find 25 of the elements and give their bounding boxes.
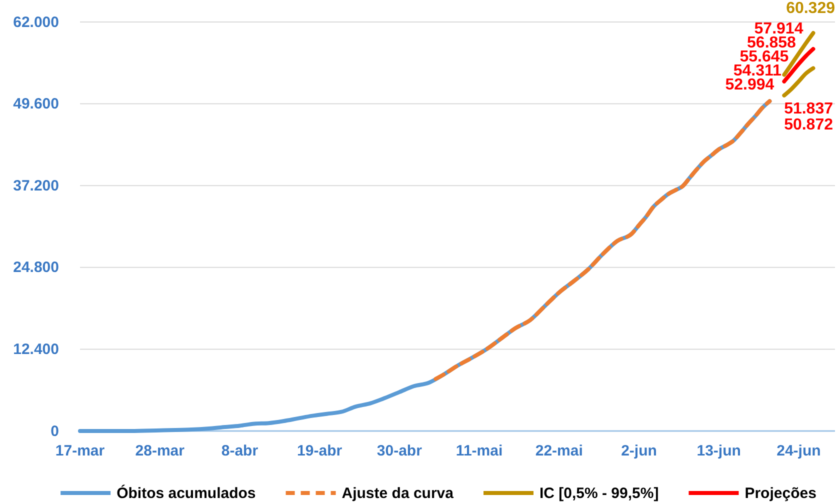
line-series (782, 66, 816, 98)
x-tick-label: 13-jun (696, 442, 741, 460)
legend-label: Ajuste da curva (342, 485, 454, 502)
x-tick-label: 11-mai (456, 442, 503, 460)
legend-label: IC [0,5% - 99,5%] (539, 485, 659, 502)
legend-label: Óbitos acumulados (116, 484, 256, 502)
data-label: 60.329 (786, 0, 836, 18)
y-tick-label: 62.000 (13, 14, 59, 31)
line-series (434, 99, 772, 381)
x-tick-label: 24-jun (776, 442, 821, 460)
y-tick-label: 0 (50, 422, 59, 440)
legend-label: Projeções (744, 485, 816, 502)
data-label: 50.872 (784, 116, 834, 134)
x-tick-label: 17-mar (55, 442, 105, 460)
x-tick-label: 2-jun (621, 442, 657, 460)
x-tick-label: 28-mar (135, 442, 185, 460)
y-tick-label: 24.800 (13, 259, 59, 276)
y-tick-label: 12.400 (13, 341, 59, 358)
x-tick-label: 8-abr (221, 442, 258, 460)
data-label: 51.837 (784, 100, 834, 118)
x-tick-label: 22-mai (535, 442, 583, 460)
y-tick-label: 49.600 (13, 96, 59, 113)
x-tick-label: 19-abr (297, 442, 342, 460)
x-tick-label: 30-abr (376, 442, 422, 460)
y-tick-label: 37.200 (13, 177, 59, 194)
